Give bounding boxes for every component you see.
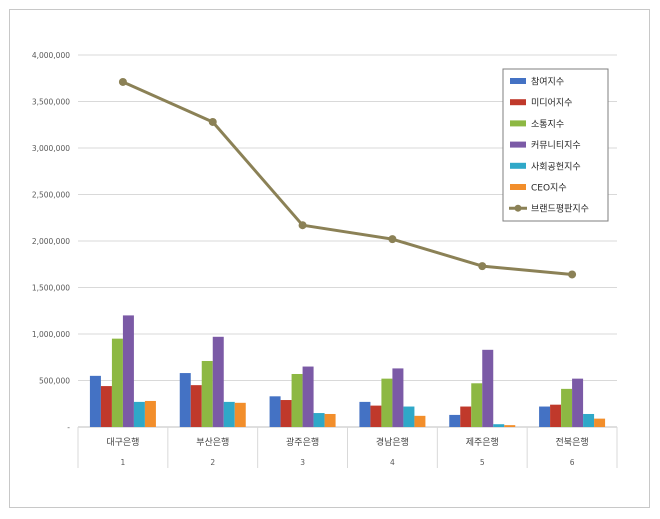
category-label: 제주은행 — [466, 436, 499, 448]
bar — [572, 378, 584, 427]
line-point — [568, 270, 577, 279]
category-label: 전북은행 — [556, 436, 589, 448]
bar — [471, 383, 483, 427]
line-point — [298, 221, 307, 230]
category-label: 광주은행 — [286, 436, 319, 448]
category-label: 대구은행 — [106, 436, 139, 448]
bar — [302, 366, 314, 427]
y-tick-label: 3,000,000 — [32, 144, 70, 153]
legend-swatch — [510, 162, 526, 169]
series-line — [122, 80, 573, 276]
bar — [550, 404, 562, 427]
bar — [291, 373, 303, 427]
legend-swatch-marker — [514, 204, 522, 212]
legend-label: 브랜드평판지수 — [531, 204, 589, 215]
bar — [280, 400, 292, 427]
legend-label: 소통지수 — [531, 119, 564, 130]
bar — [392, 368, 404, 427]
y-tick-label: - — [67, 423, 70, 432]
bar — [594, 418, 606, 427]
bar — [414, 415, 426, 427]
sub-category-label: 6 — [570, 458, 575, 467]
legend-label: 미디어지수 — [531, 98, 572, 109]
y-tick-label: 500,000 — [39, 377, 70, 386]
legend-swatch — [510, 99, 526, 106]
sub-category-label: 1 — [121, 458, 126, 467]
bar — [324, 413, 336, 427]
sub-category-label: 3 — [300, 458, 305, 467]
bar — [201, 360, 213, 427]
bar — [370, 405, 382, 427]
bar — [583, 413, 595, 427]
bar — [212, 336, 224, 427]
sub-category-label: 4 — [390, 458, 395, 467]
sub-category-label: 2 — [210, 458, 215, 467]
bar — [234, 402, 246, 427]
bar — [190, 385, 202, 427]
y-tick-label: 1,000,000 — [32, 330, 70, 339]
bar — [89, 375, 101, 427]
sub-category-label: 5 — [480, 458, 485, 467]
y-tick-label: 2,500,000 — [32, 191, 70, 200]
bar — [482, 349, 494, 427]
legend-swatch — [510, 120, 526, 127]
y-tick-label: 4,000,000 — [32, 51, 70, 60]
category-label: 부산은행 — [196, 436, 229, 448]
legend-label: CEO지수 — [531, 183, 567, 194]
legend-swatch — [510, 141, 526, 148]
legend-label: 참여지수 — [531, 76, 564, 88]
bar — [493, 424, 505, 427]
bar — [144, 400, 156, 427]
line-point — [118, 77, 127, 86]
bar — [381, 378, 393, 427]
bar — [269, 396, 281, 427]
line-point — [478, 262, 487, 271]
y-tick-label: 2,000,000 — [32, 237, 70, 246]
bar — [111, 338, 123, 427]
y-tick-label: 1,500,000 — [32, 284, 70, 293]
bar — [561, 388, 573, 427]
bar — [539, 406, 551, 427]
bar — [504, 425, 516, 427]
y-tick-label: 3,500,000 — [32, 98, 70, 107]
bar — [313, 413, 325, 427]
legend-label: 커뮤니티지수 — [531, 140, 581, 151]
line-point — [388, 235, 397, 244]
bar — [223, 401, 235, 427]
category-label: 경남은행 — [376, 436, 409, 448]
bar — [403, 406, 415, 427]
bar — [133, 401, 145, 427]
legend-label: 사회공헌지수 — [531, 161, 581, 172]
legend-swatch — [510, 78, 526, 84]
legend-swatch — [510, 184, 526, 190]
bar — [449, 414, 461, 427]
bar — [460, 406, 472, 427]
bar — [122, 315, 134, 427]
bar — [100, 386, 112, 427]
bar — [179, 373, 191, 427]
bar — [359, 401, 371, 427]
line-point — [208, 117, 217, 126]
